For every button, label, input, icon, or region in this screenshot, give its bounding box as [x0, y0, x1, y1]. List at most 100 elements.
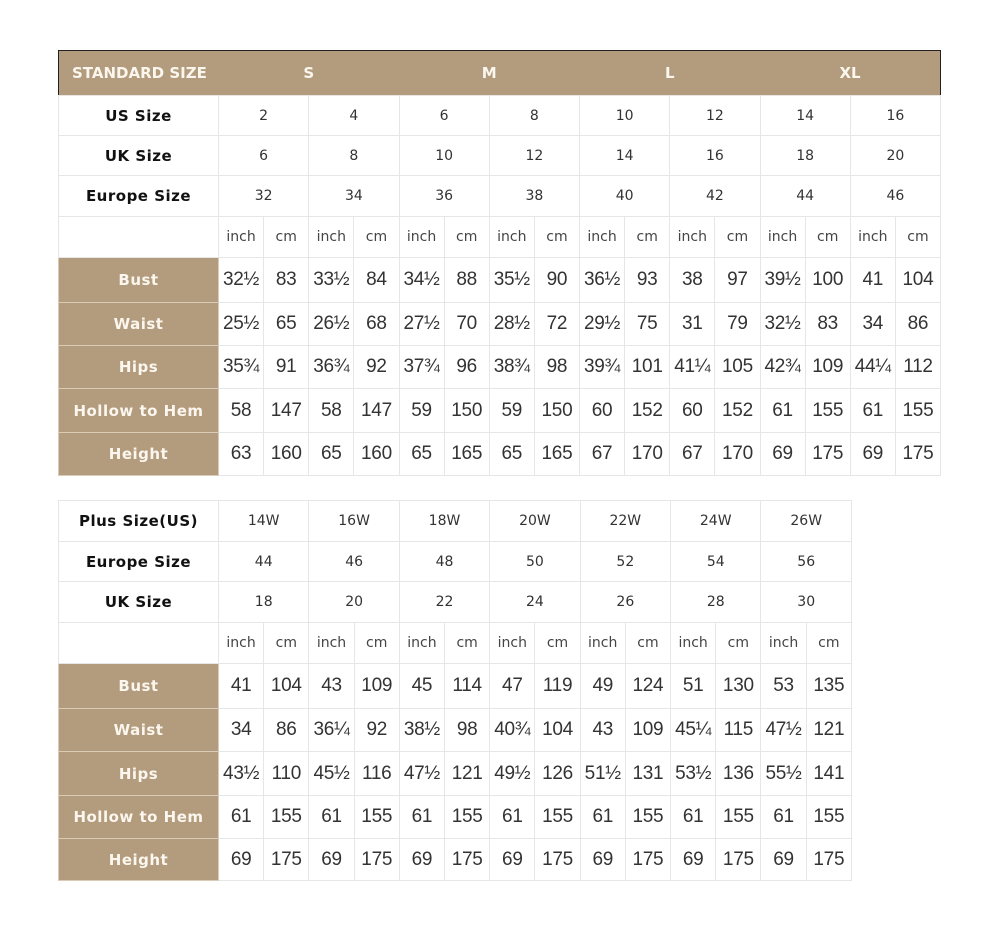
measurement-value: 26½: [308, 302, 355, 346]
measurement-value: 92: [353, 708, 400, 752]
measurement-row: Hollow to Hem 58 147 58 147 59 150 59 150 60 152 60…: [58, 388, 942, 433]
measurement-value: 155: [624, 795, 672, 839]
measurement-value: 98: [444, 708, 491, 752]
measurement-value: 32½: [759, 302, 806, 346]
size-value: 32: [217, 175, 310, 217]
measurement-value: 175: [894, 432, 942, 476]
size-value: 18: [759, 135, 851, 176]
measurement-value: 119: [534, 663, 581, 709]
measurement-row: Hollow to Hem 61 155 61 155 61 155 61 155 61 155 61…: [58, 795, 853, 839]
measurement-value: 61: [217, 795, 265, 839]
measurement-value: 63: [217, 432, 265, 476]
measurement-value: 121: [805, 708, 853, 752]
size-value: 2: [217, 95, 310, 136]
size-value: 44: [759, 175, 851, 217]
measurement-value: 96: [443, 345, 490, 389]
size-value: 26W: [760, 500, 852, 542]
size-value: 14: [578, 135, 671, 176]
measurement-row: Waist 25½ 65 26½ 68 27½ 70 28½ 72 29½ 75 31 79 32½ 83 3…: [58, 302, 942, 346]
measurement-value: 42¾: [759, 345, 806, 389]
size-value: 16W: [308, 500, 400, 542]
measurement-value: 104: [534, 708, 581, 752]
measurement-value: 83: [804, 302, 851, 346]
measurement-value: 109: [353, 663, 400, 709]
unit-label: cm: [353, 622, 400, 664]
measurement-value: 47½: [398, 751, 446, 796]
unit-label: inch: [489, 622, 536, 664]
measurement-value: 31: [669, 302, 716, 346]
measurement-value: 152: [624, 388, 671, 433]
size-value: 12: [488, 135, 581, 176]
measurement-value: 88: [443, 257, 490, 303]
measurement-row: Height 69 175 69 175 69 175 69 175 69 175 69 175 69 17…: [58, 838, 853, 881]
size-value: 10: [398, 135, 490, 176]
measurement-row: Hips 35¾ 91 36¾ 92 37¾ 96 38¾ 98 39¾ 101 41¼ 105 42¾ 1…: [58, 345, 942, 389]
measurement-value: 69: [760, 838, 807, 881]
measurement-row: Waist 34 86 36¼ 92 38½ 98 40¾ 104 43 109 45¼ 115 47½ 1…: [58, 708, 853, 752]
size-value: 46: [308, 541, 400, 582]
measurement-value: 34: [849, 302, 896, 346]
measurement-value: 131: [624, 751, 672, 796]
measurement-value: 141: [805, 751, 853, 796]
measurement-label: Bust: [58, 663, 219, 709]
measurement-value: 59: [398, 388, 445, 433]
measurement-value: 38¾: [488, 345, 535, 389]
size-value: 24: [489, 581, 581, 623]
measurement-value: 40¾: [489, 708, 536, 752]
measurement-value: 61: [760, 795, 807, 839]
measurement-value: 33½: [308, 257, 355, 303]
size-value: 40: [578, 175, 671, 217]
measurement-value: 155: [263, 795, 310, 839]
measurement-value: 49: [579, 663, 626, 709]
measurement-value: 28½: [488, 302, 535, 346]
measurement-value: 72: [533, 302, 581, 346]
measurement-value: 175: [534, 838, 581, 881]
measurement-value: 69: [849, 432, 896, 476]
size-value: 18W: [398, 500, 491, 542]
measurement-value: 36¼: [308, 708, 355, 752]
measurement-value: 175: [804, 432, 851, 476]
size-value: 50: [489, 541, 581, 582]
measurement-value: 69: [489, 838, 536, 881]
measurement-value: 60: [669, 388, 716, 433]
row-label: Plus Size(US): [58, 500, 219, 542]
size-value: 16: [849, 95, 942, 136]
measurement-value: 135: [805, 663, 853, 709]
unit-label: inch: [308, 622, 355, 664]
size-value: 20W: [489, 500, 581, 542]
measurement-value: 38½: [398, 708, 446, 752]
size-value: 6: [398, 95, 490, 136]
measurement-value: 44¼: [849, 345, 896, 389]
unit-label: cm: [263, 622, 310, 664]
measurement-label: Waist: [58, 302, 219, 346]
measurement-value: 165: [533, 432, 581, 476]
measurement-value: 101: [624, 345, 671, 389]
measurement-value: 70: [443, 302, 490, 346]
plus-size-table: Plus Size(US) 14W 16W 18W 20W 22W 24W 26W Europe…: [58, 500, 853, 881]
measurement-value: 86: [263, 708, 310, 752]
measurement-value: 60: [578, 388, 626, 433]
unit-label: inch: [578, 216, 626, 258]
measurement-value: 155: [894, 388, 942, 433]
size-value: 16: [669, 135, 761, 176]
unit-label: inch: [398, 622, 446, 664]
measurement-row: Hips 43½ 110 45½ 116 47½ 121 49½ 126 51½ 131 53½ 136…: [58, 751, 853, 796]
size-value: 26: [579, 581, 672, 623]
empty-cell: [58, 622, 219, 664]
measurement-value: 61: [398, 795, 446, 839]
measurement-value: 160: [263, 432, 310, 476]
measurement-value: 36½: [578, 257, 626, 303]
measurement-row: Height 63 160 65 160 65 165 65 165 67 170 67 170 69 17…: [58, 432, 942, 476]
measurement-value: 98: [533, 345, 581, 389]
size-value: 56: [760, 541, 852, 582]
measurement-value: 27½: [398, 302, 445, 346]
measurement-value: 155: [805, 795, 853, 839]
size-value: 10: [578, 95, 671, 136]
measurement-value: 175: [624, 838, 672, 881]
row-label: UK Size: [58, 581, 219, 623]
unit-label: cm: [353, 216, 400, 258]
size-value: 36: [398, 175, 490, 217]
measurement-label: Bust: [58, 257, 219, 303]
size-value: 18: [217, 581, 310, 623]
unit-label: cm: [534, 622, 581, 664]
